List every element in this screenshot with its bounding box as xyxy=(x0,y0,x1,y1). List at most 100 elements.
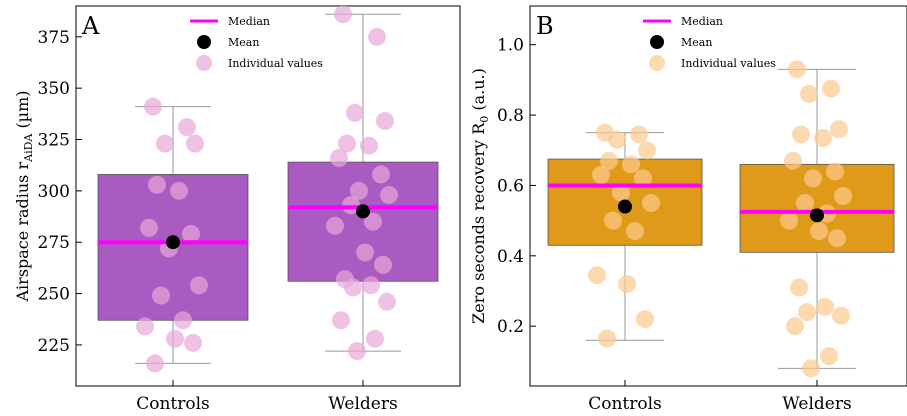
point-welders xyxy=(784,151,802,170)
point-welders xyxy=(346,103,364,122)
y-tick-label: 375 xyxy=(38,28,70,48)
point-welders xyxy=(334,6,352,24)
point-welders xyxy=(350,181,368,200)
point-controls xyxy=(140,218,158,237)
x-tick-label: Welders xyxy=(782,394,851,412)
point-controls xyxy=(182,225,200,243)
mean-marker-welders xyxy=(356,204,370,219)
point-welders xyxy=(326,216,344,235)
point-welders xyxy=(380,185,398,204)
x-tick-label: Controls xyxy=(136,394,210,412)
point-welders xyxy=(800,84,818,103)
point-controls xyxy=(146,354,164,373)
point-welders xyxy=(820,347,838,366)
y-tick-label: 350 xyxy=(38,79,70,99)
point-welders xyxy=(804,169,822,188)
point-welders xyxy=(356,243,374,262)
y-tick-label: 0.8 xyxy=(497,106,524,126)
y-tick-label: 0.2 xyxy=(497,317,524,337)
point-controls xyxy=(148,175,166,194)
point-welders xyxy=(826,162,844,181)
point-welders xyxy=(802,359,820,378)
point-welders xyxy=(372,165,390,184)
point-welders xyxy=(330,149,348,167)
y-tick-label: 300 xyxy=(38,182,70,202)
legend-entry: Mean xyxy=(681,36,712,49)
point-welders xyxy=(816,297,834,316)
legend-entry: Mean xyxy=(228,36,259,49)
point-welders xyxy=(814,128,832,147)
y-tick-label: 0.6 xyxy=(497,176,524,196)
point-welders xyxy=(364,212,382,231)
y-axis-label: Zero seconds recovery R0 (a.u.) xyxy=(469,68,491,324)
y-tick-label: 275 xyxy=(38,233,70,253)
point-controls xyxy=(598,329,616,348)
point-welders xyxy=(344,278,362,297)
legend-points-swatch xyxy=(196,55,212,71)
mean-marker-welders xyxy=(810,208,824,223)
panel-label: A xyxy=(81,12,100,40)
y-tick-label: 250 xyxy=(38,285,70,305)
point-controls xyxy=(618,274,636,293)
panel-b: 0.2 0.4 0.6 0.8 1.0 Controls Welders Zero secon… xyxy=(469,5,907,414)
panel-a: 225 250 275 300 325 350 375 Controls Welders Airs… xyxy=(13,5,461,414)
y-tick-label: 0.4 xyxy=(497,247,524,267)
point-controls xyxy=(626,222,644,241)
point-welders xyxy=(780,211,798,230)
point-controls xyxy=(156,134,174,153)
panel-label: B xyxy=(536,12,554,40)
point-welders xyxy=(796,194,814,213)
y-axis-label: Airspace radius rAiDA (µm) xyxy=(13,91,35,303)
point-controls xyxy=(612,183,630,202)
point-welders xyxy=(792,125,810,144)
plot-content xyxy=(97,6,439,373)
point-welders xyxy=(360,136,378,155)
y-tick-label: 1.0 xyxy=(497,36,524,56)
point-controls xyxy=(184,333,202,352)
point-welders xyxy=(786,317,804,336)
point-controls xyxy=(178,118,196,137)
y-tick-label: 225 xyxy=(38,336,70,356)
point-welders xyxy=(332,311,350,330)
legend-entry: Individual values xyxy=(681,57,776,70)
box-welders xyxy=(287,161,439,282)
point-welders xyxy=(348,342,366,361)
point-controls xyxy=(600,151,618,170)
legend-mean-swatch xyxy=(197,35,211,49)
point-welders xyxy=(822,79,840,98)
legend-entry: Median xyxy=(228,15,270,28)
legend-mean-swatch xyxy=(650,35,664,49)
point-controls xyxy=(170,181,188,200)
point-welders xyxy=(368,27,386,46)
point-controls xyxy=(592,165,610,184)
point-controls xyxy=(588,266,606,285)
point-welders xyxy=(834,187,852,205)
point-controls xyxy=(144,97,162,116)
point-welders xyxy=(342,196,360,215)
point-welders xyxy=(788,60,806,79)
point-welders xyxy=(832,306,850,325)
point-welders xyxy=(830,120,848,139)
legend-points-swatch xyxy=(649,55,665,71)
point-welders xyxy=(374,255,392,274)
mean-marker-controls xyxy=(166,235,180,250)
point-controls xyxy=(638,141,656,160)
point-welders xyxy=(376,112,394,131)
point-controls xyxy=(190,276,208,295)
point-controls xyxy=(608,130,626,149)
legend-entry: Individual values xyxy=(228,57,323,70)
x-tick-label: Controls xyxy=(588,394,662,412)
point-controls xyxy=(136,317,154,336)
point-controls xyxy=(630,125,648,144)
point-controls xyxy=(186,134,204,153)
point-controls xyxy=(636,310,654,329)
point-welders xyxy=(366,329,384,348)
point-controls xyxy=(634,169,652,188)
legend-entry: Median xyxy=(681,15,723,28)
point-controls xyxy=(622,155,640,174)
point-welders xyxy=(828,229,846,248)
plot-content xyxy=(547,60,895,378)
point-welders xyxy=(378,292,396,311)
point-controls xyxy=(166,329,184,348)
